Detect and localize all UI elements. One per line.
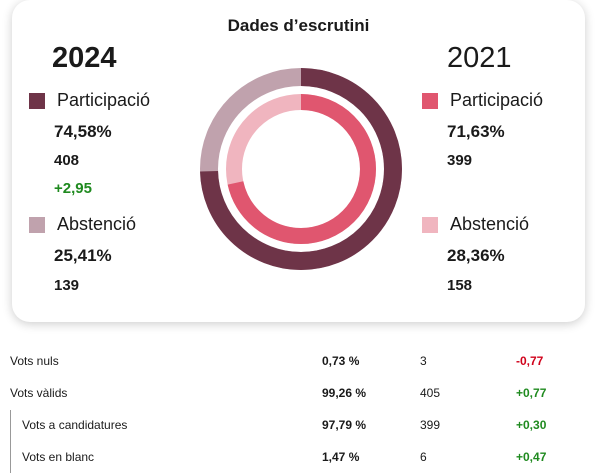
subrow-indent-line xyxy=(10,410,11,473)
table-row: Vots a candidatures 97,79 % 399 +0,30 xyxy=(0,409,596,441)
results-table: Vots nuls 0,73 % 3 -0,77 Vots vàlids 99,… xyxy=(0,345,596,473)
row-label: Vots en blanc xyxy=(22,450,95,464)
abstention-2021-pct: 28,36% xyxy=(447,246,505,265)
participation-2021-swatch xyxy=(422,92,438,109)
row-label: Vots a candidatures xyxy=(22,418,128,432)
participation-2021-count: 399 xyxy=(447,152,473,169)
participation-2021-pct: 71,63% xyxy=(447,122,505,141)
abstention-2024-count: 139 xyxy=(54,277,80,294)
table-row: Vots en blanc 1,47 % 6 +0,47 xyxy=(0,441,596,473)
participation-2024-swatch xyxy=(29,92,45,109)
row-label: Vots vàlids xyxy=(10,386,68,400)
outer-ring-participation-2024 xyxy=(200,68,402,270)
abstention-2021-count: 158 xyxy=(447,277,473,294)
legend-participation-2024: Participació xyxy=(29,90,150,111)
abstention-2024-pct: 25,41% xyxy=(54,246,112,265)
year-2021: 2021 xyxy=(447,42,512,74)
legend-label: Abstenció xyxy=(57,214,137,234)
participation-2024-delta: +2,95 xyxy=(54,180,92,197)
participation-2024-count: 408 xyxy=(54,152,80,169)
legend-abstention-2021: Abstenció xyxy=(422,214,529,235)
abstention-2021-swatch xyxy=(422,216,438,233)
legend-abstention-2024: Abstenció xyxy=(29,214,136,235)
participation-2024-pct: 74,58% xyxy=(54,122,112,141)
table-row: Vots nuls 0,73 % 3 -0,77 xyxy=(0,345,596,377)
row-delta: +0,30 xyxy=(516,418,547,432)
legend-label: Abstenció xyxy=(450,214,530,234)
year-2024: 2024 xyxy=(52,42,117,74)
legend-label: Participació xyxy=(57,90,151,110)
row-pct: 1,47 % xyxy=(322,450,360,464)
legend-label: Participació xyxy=(450,90,544,110)
legend-participation-2021: Participació xyxy=(422,90,543,111)
results-card: Dades d’escrutini 2024 Participació 74,5… xyxy=(12,0,585,322)
row-delta: +0,77 xyxy=(516,386,547,400)
row-count: 3 xyxy=(420,354,427,368)
row-pct: 97,79 % xyxy=(322,418,367,432)
row-count: 399 xyxy=(420,418,441,432)
table-row: Vots vàlids 99,26 % 405 +0,77 xyxy=(0,377,596,409)
row-label: Vots nuls xyxy=(10,354,59,368)
row-pct: 0,73 % xyxy=(322,354,360,368)
row-delta: +0,47 xyxy=(516,450,547,464)
row-count: 405 xyxy=(420,386,441,400)
turnout-donut-chart xyxy=(200,68,402,270)
row-count: 6 xyxy=(420,450,427,464)
inner-ring-participation-2021 xyxy=(226,94,376,244)
row-pct: 99,26 % xyxy=(322,386,367,400)
abstention-2024-swatch xyxy=(29,216,45,233)
card-title: Dades d’escrutini xyxy=(227,16,370,35)
row-delta: -0,77 xyxy=(516,354,544,368)
